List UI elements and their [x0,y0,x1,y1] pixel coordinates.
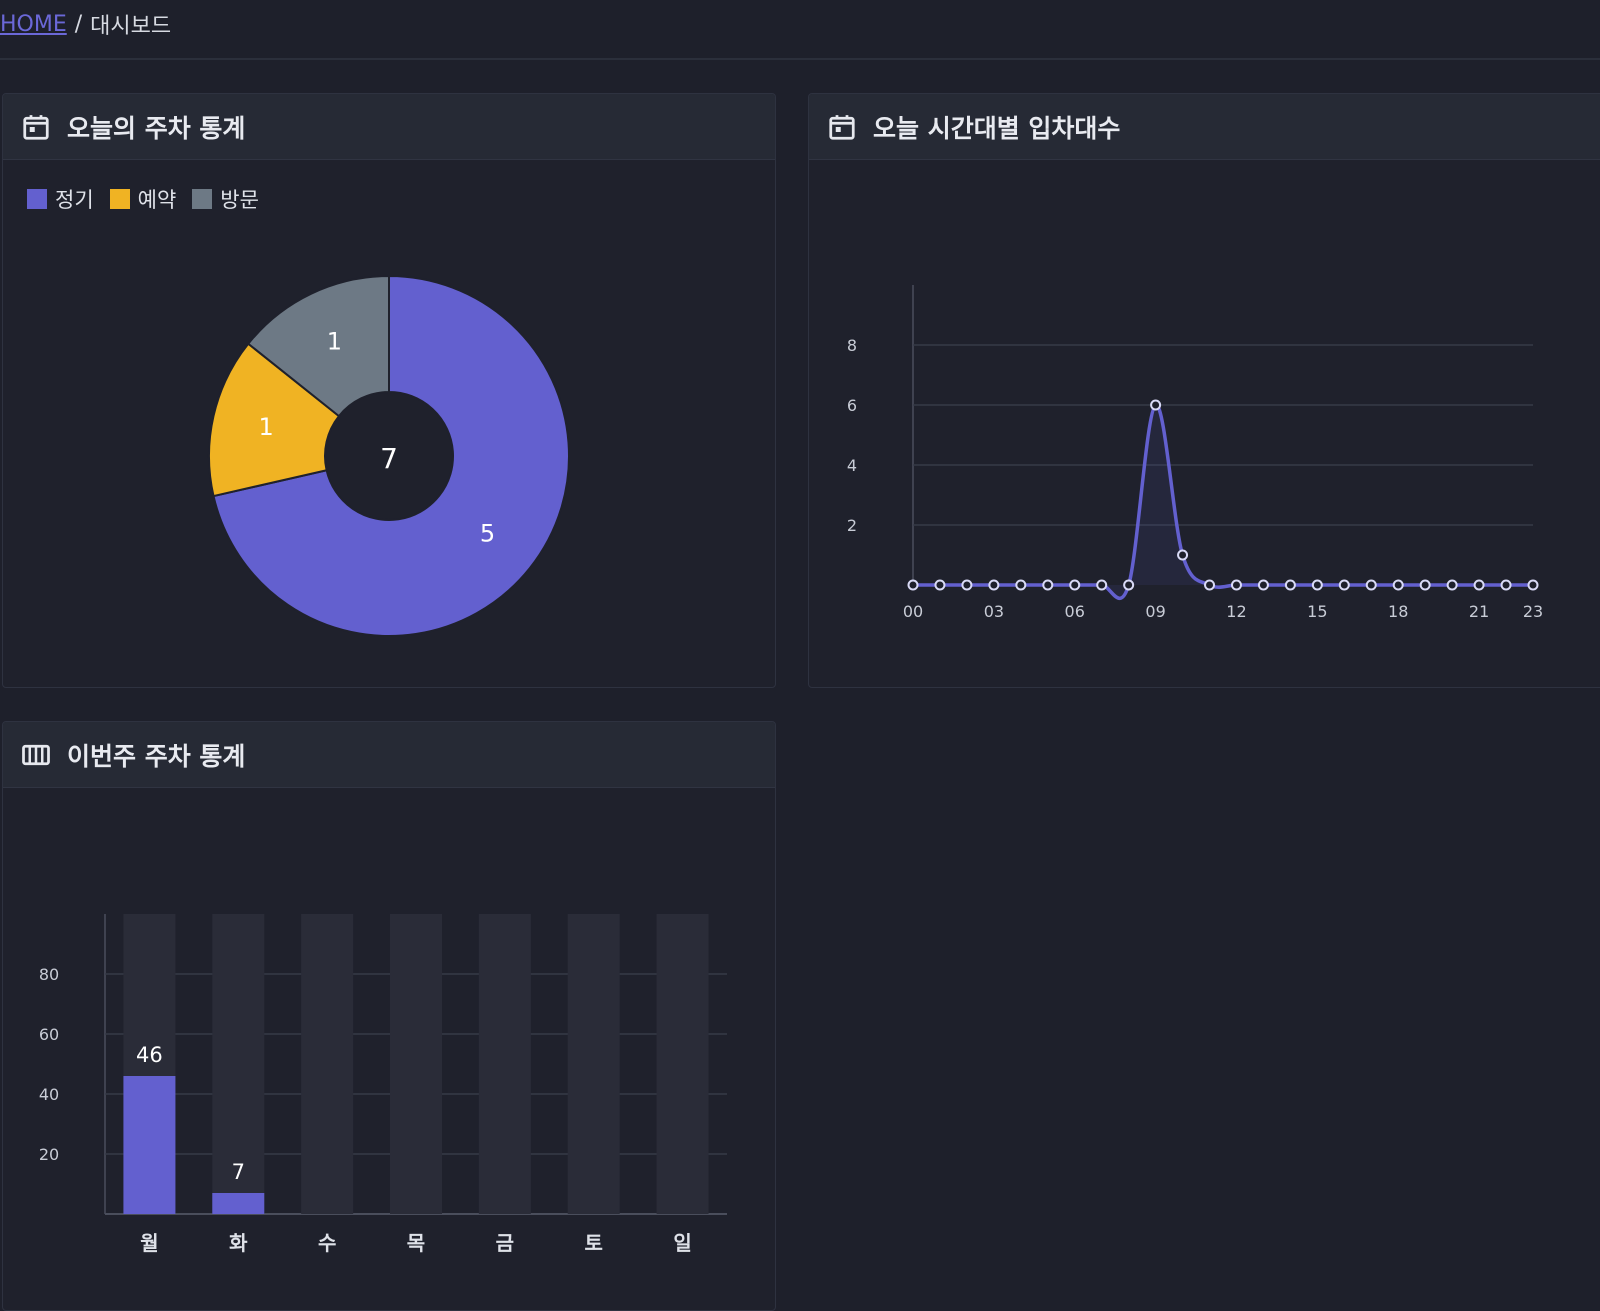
bar-1[interactable] [212,1193,265,1214]
panel-title: 이번주 주차 통계 [67,741,246,771]
weekly-parking-panel: 이번주 주차 통계 20 40 60 80 46 월 7 화 수 목 금 토 일 [2,721,776,1311]
today-parking-panel: 오늘의 주차 통계 정기 예약 방문 5 1 1 7 [2,93,776,688]
x-tick-label: 월 [140,1231,158,1255]
line-point-05[interactable] [1042,579,1054,591]
line-point-20[interactable] [1446,579,1458,591]
x-tick-label: 18 [1388,602,1408,621]
pie-slice-label: 1 [259,413,274,441]
bar-value-label: 7 [232,1160,245,1184]
weekly-bar-chart: 20 40 60 80 46 월 7 화 수 목 금 토 일 [39,914,727,1255]
donut-chart: 5 1 1 7 [208,274,570,637]
y-tick-label: 80 [39,965,59,984]
legend-swatch-reserved [109,189,130,209]
legend-item-regular[interactable]: 정기 [27,184,94,214]
x-tick-label: 03 [984,602,1004,621]
legend-swatch-regular [27,189,47,209]
x-tick-label: 일 [673,1231,691,1255]
line-point-06[interactable] [1069,579,1081,591]
hourly-entries-panel: 오늘 시간대별 입차대수 2 4 6 8 00 03 06 09 12 15 18 21 23 [808,93,1600,688]
legend-item-visit[interactable]: 방문 [192,184,259,214]
calendar-icon [23,114,49,140]
line-point-18[interactable] [1392,579,1404,591]
line-point-11[interactable] [1204,579,1216,591]
line-point-14[interactable] [1284,579,1296,591]
y-tick-label: 40 [39,1085,59,1104]
legend-swatch-visit [192,189,213,209]
line-point-00[interactable] [907,579,919,591]
columns-icon [22,744,50,765]
pie-slice-label: 1 [327,327,342,355]
y-tick-label: 20 [39,1145,59,1164]
x-tick-label: 목 [407,1231,425,1255]
line-point-12[interactable] [1230,579,1242,591]
bar-background-2 [301,914,354,1214]
y-tick-label: 2 [847,516,857,535]
x-tick-label: 23 [1523,602,1543,621]
panel-header: 이번주 주차 통계 [3,722,775,788]
line-point-02[interactable] [961,579,973,591]
pie-legend: 정기 예약 방문 [27,184,265,214]
line-point-23[interactable] [1527,579,1539,591]
x-tick-label: 21 [1469,602,1489,621]
bar-background-4 [478,914,531,1214]
breadcrumb: HOME / 대시보드 [0,8,171,40]
x-tick-label: 06 [1065,602,1085,621]
pie-slice-1[interactable] [208,342,341,498]
line-point-04[interactable] [1015,579,1027,591]
legend-item-reserved[interactable]: 예약 [109,184,177,214]
breadcrumb-current: 대시보드 [90,14,172,39]
panel-title: 오늘의 주차 통계 [67,113,246,143]
line-point-19[interactable] [1419,579,1431,591]
breadcrumb-home-link[interactable]: HOME [0,11,67,37]
line-point-15[interactable] [1311,579,1323,591]
y-tick-label: 60 [39,1025,59,1044]
top-bar: HOME / 대시보드 [0,0,1600,60]
x-tick-label: 12 [1226,602,1246,621]
pie-slice-0[interactable] [212,274,570,637]
legend-label-reserved: 예약 [137,188,177,212]
calendar-icon [829,114,855,140]
legend-label-visit: 방문 [220,188,259,212]
line-area [913,404,1533,599]
pie-slice-2[interactable] [246,274,390,418]
x-tick-label: 15 [1307,602,1327,621]
x-tick-label: 09 [1145,602,1165,621]
line-point-21[interactable] [1473,579,1485,591]
line-point-07[interactable] [1096,579,1108,591]
bar-background-6 [656,914,709,1214]
y-tick-label: 8 [847,336,857,355]
line-point-22[interactable] [1500,579,1512,591]
x-tick-label: 금 [496,1231,514,1255]
bar-background-1 [212,914,265,1214]
line-point-17[interactable] [1365,579,1377,591]
line-point-03[interactable] [988,579,1000,591]
hourly-line-chart: 2 4 6 8 00 03 06 09 12 15 18 21 23 [847,285,1543,621]
line-point-01[interactable] [934,579,946,591]
x-tick-label: 수 [318,1231,336,1255]
bar-0[interactable] [123,1076,176,1214]
y-tick-label: 6 [847,396,857,415]
panel-title: 오늘 시간대별 입차대수 [873,113,1121,143]
bar-background-3 [390,914,442,1214]
bar-background-5 [567,914,620,1214]
y-tick-label: 4 [847,456,857,475]
pie-center-label: 7 [380,442,398,475]
x-tick-label: 토 [585,1231,603,1255]
breadcrumb-separator: / [74,11,83,37]
line-point-10[interactable] [1177,549,1189,561]
line-point-09[interactable] [1150,399,1162,411]
x-tick-label: 00 [903,602,923,621]
line-point-08[interactable] [1123,579,1135,591]
legend-label-regular: 정기 [55,188,94,212]
bar-value-label: 46 [136,1043,163,1067]
line-point-16[interactable] [1338,579,1350,591]
pie-slice-label: 5 [480,520,495,548]
line-series [912,403,1533,601]
x-tick-label: 화 [229,1231,248,1255]
panel-header: 오늘 시간대별 입차대수 [809,94,1600,160]
line-point-13[interactable] [1257,579,1269,591]
panel-header: 오늘의 주차 통계 [3,94,775,160]
